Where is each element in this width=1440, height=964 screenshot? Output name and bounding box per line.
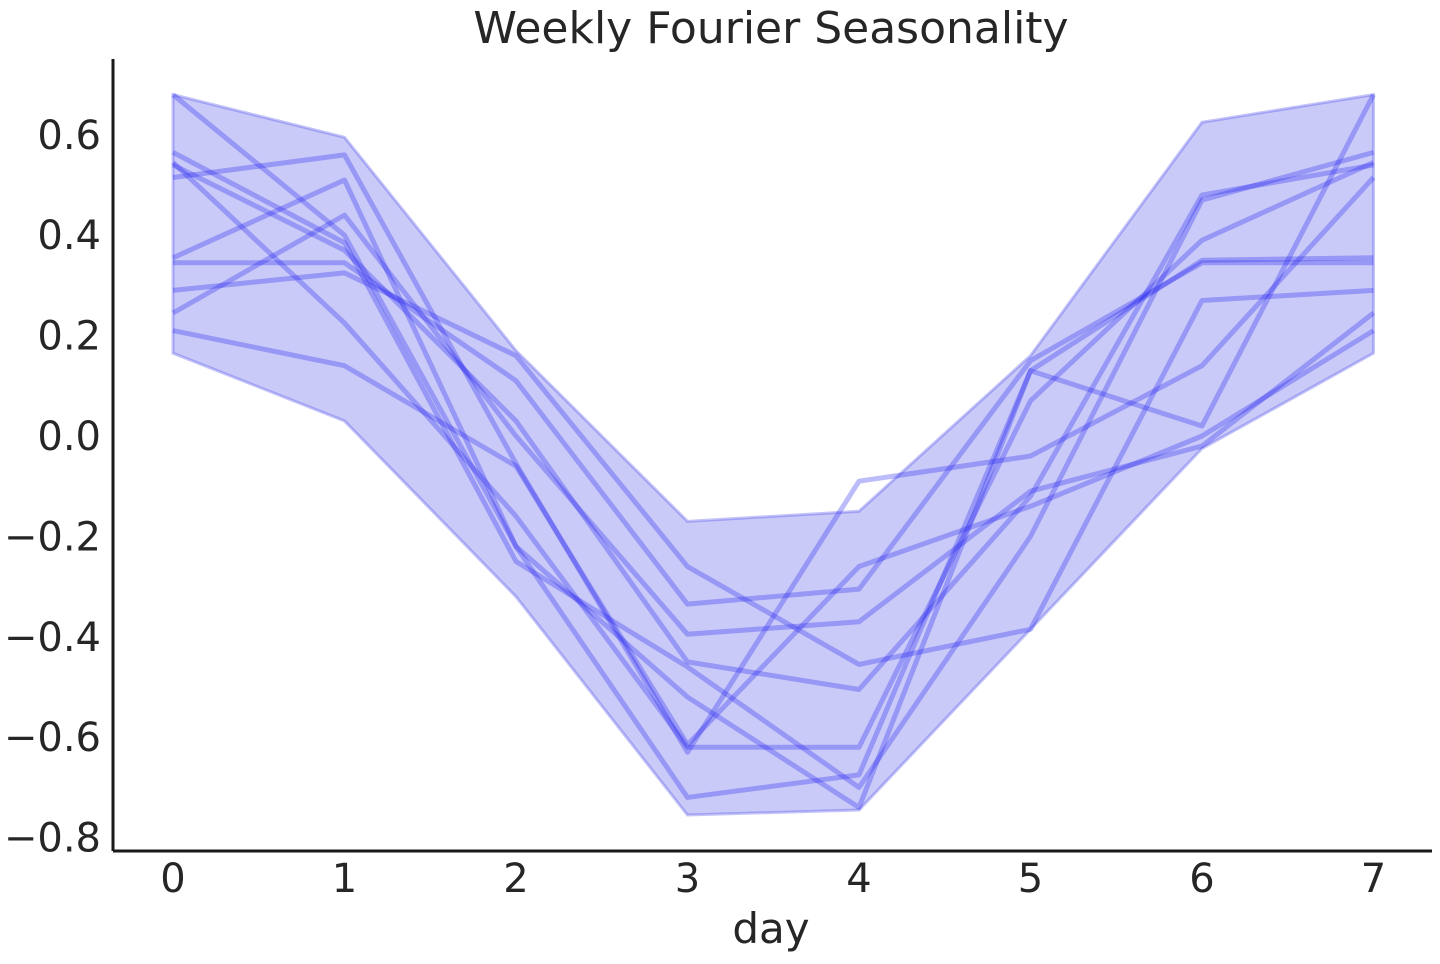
series-line-2 [171, 149, 1375, 790]
x-tick-label: 1 [332, 856, 357, 902]
y-tick-label: 0.4 [37, 213, 101, 259]
chart-title: Weekly Fourier Seasonality [473, 3, 1068, 54]
uncertainty-band-layer [171, 92, 1375, 817]
series-line-8 [172, 270, 1374, 667]
series-line-9 [171, 212, 1376, 637]
y-tick-label: −0.4 [4, 615, 101, 661]
series-layer [171, 92, 1376, 810]
x-tick-label: 6 [1189, 856, 1214, 902]
series-line-5 [172, 152, 1376, 755]
x-tick-label: 2 [503, 856, 528, 902]
x-tick-label: 7 [1361, 856, 1386, 902]
y-tick-label: −0.8 [4, 816, 101, 862]
y-tick-label: −0.2 [4, 514, 101, 560]
y-tick-label: 0.0 [37, 414, 101, 460]
series-line-4 [171, 162, 1374, 693]
series-line-6 [171, 177, 1374, 810]
x-tick-labels: 0 1 2 3 4 5 6 7 [160, 856, 1386, 902]
series-line-3 [171, 160, 1375, 750]
x-tick-label: 4 [846, 856, 871, 902]
x-tick-label: 0 [160, 856, 185, 902]
series-line-1 [171, 92, 1376, 800]
uncertainty-band [171, 92, 1375, 817]
y-tick-label: 0.2 [37, 314, 101, 360]
y-tick-label: −0.6 [4, 715, 101, 761]
y-tick-labels: 0.6 0.4 0.2 0.0 −0.2 −0.4 −0.6 −0.8 [4, 113, 101, 862]
x-tick-label: 5 [1018, 856, 1043, 902]
x-axis-label: day [732, 904, 809, 953]
x-tick-label: 3 [675, 856, 700, 902]
series-line-10 [172, 328, 1375, 748]
y-tick-label: 0.6 [37, 113, 101, 159]
series-line-7 [173, 260, 1374, 607]
